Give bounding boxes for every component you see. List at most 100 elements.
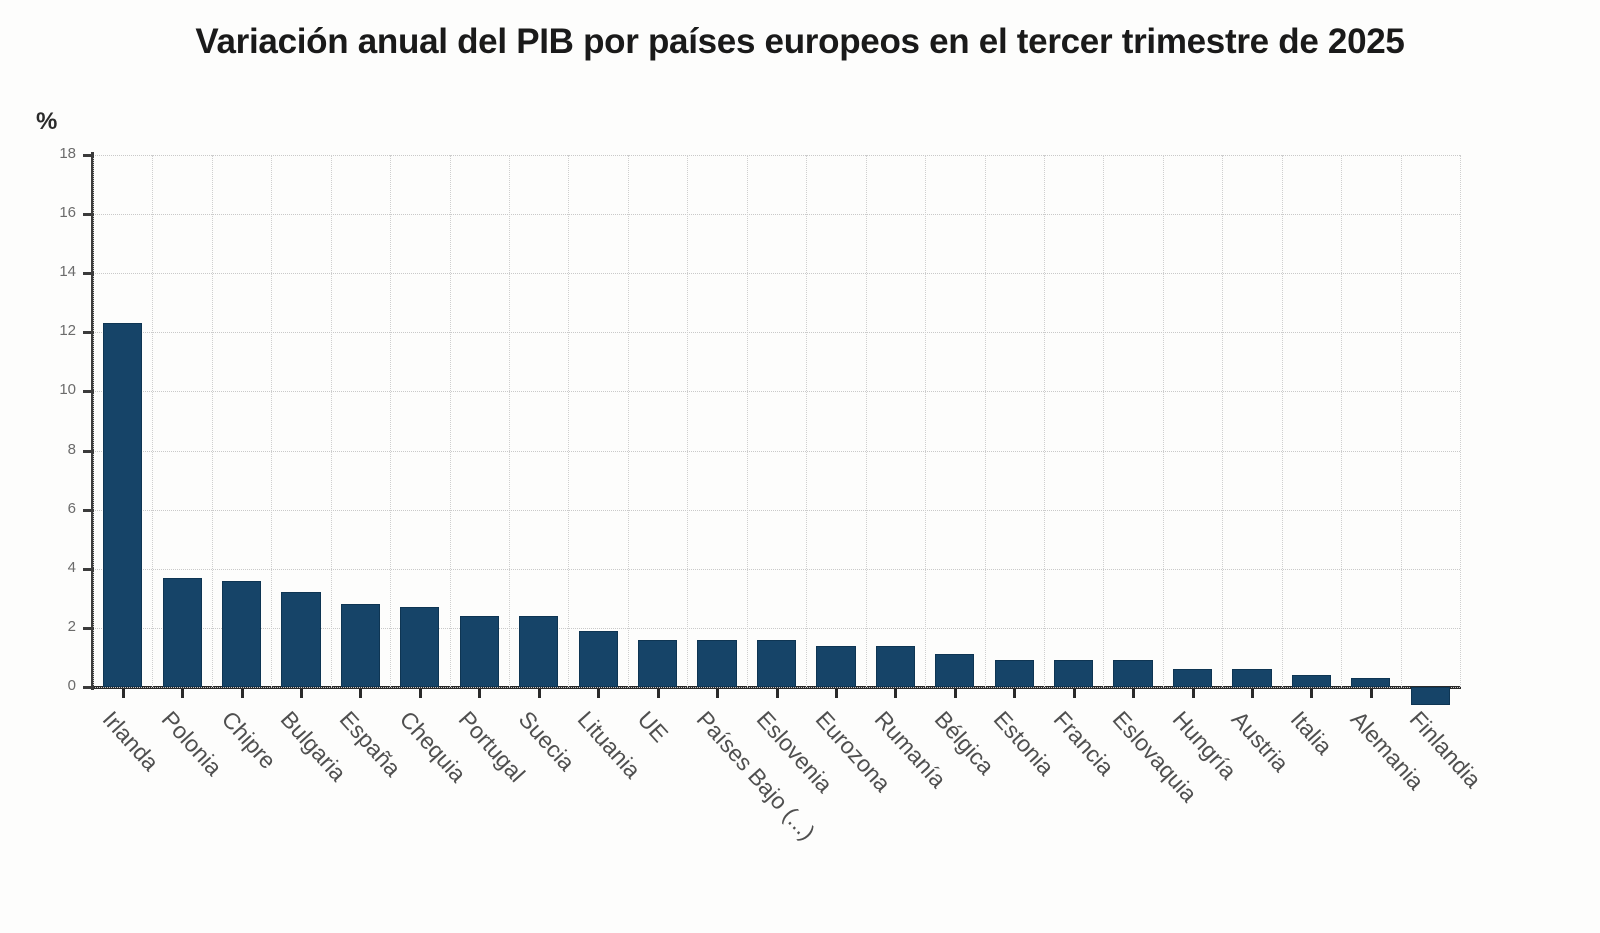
gridline-horizontal [93,214,1460,216]
y-axis-tick-label: 2 [67,617,76,635]
bar[interactable] [1113,660,1153,687]
y-axis-tick-label: 4 [67,558,76,576]
x-axis-tick [775,689,779,698]
x-axis-tick [1369,689,1373,698]
gridline-vertical [271,155,273,687]
x-axis-tick-label: Estonia [988,706,1060,781]
gridline-vertical [1281,155,1283,687]
bar[interactable] [994,660,1034,687]
x-axis-tick-label: Lituania [572,706,647,784]
gridline-horizontal [93,687,1460,688]
gridline-vertical [568,155,570,687]
y-axis-tick [83,213,94,217]
x-axis-tick-label: Polonia [156,706,228,781]
y-axis-tick-label: 12 [59,322,76,340]
bar[interactable] [519,616,559,687]
bar[interactable] [221,580,262,687]
y-axis-tick [83,390,94,394]
bar[interactable] [340,604,381,687]
gridline-vertical [1162,155,1164,687]
bar[interactable] [1351,678,1391,687]
bar[interactable] [1232,669,1272,687]
bar[interactable] [578,630,618,687]
x-axis-tick [1072,689,1076,698]
x-axis-tick [1132,689,1136,698]
bar[interactable] [935,654,975,687]
y-axis-tick [83,331,94,335]
x-axis-tick [300,689,304,698]
page-title: Variación anual del PIB por países europ… [195,22,1405,61]
x-axis-tick [597,689,601,698]
y-axis-tick-label: 0 [67,677,76,694]
gridline-vertical [449,155,451,687]
y-axis-tick-label: 6 [67,499,76,517]
gridline-vertical [1222,155,1224,687]
x-axis-tick [240,689,244,698]
y-axis-tick [83,449,94,453]
gridline-vertical [330,155,332,687]
gridline-vertical [984,155,986,687]
y-axis-tick-label: 16 [59,204,76,222]
x-axis-tick [537,689,541,698]
x-axis-tick [716,689,720,698]
x-axis-tick [656,689,660,698]
gridline-horizontal [93,391,1460,393]
gridline-vertical [509,155,511,687]
x-axis-tick [181,689,185,698]
bar[interactable] [400,607,440,687]
x-axis-tick [418,689,422,698]
gridline-vertical [211,155,213,687]
x-axis-tick [1013,689,1017,698]
bar[interactable] [1172,669,1213,687]
gridline-horizontal [93,450,1460,452]
bar[interactable] [459,616,499,687]
x-axis-tick [359,689,363,698]
y-axis-tick-label: 14 [59,263,76,281]
bar[interactable] [697,639,737,687]
gridline-vertical [1460,155,1461,687]
bar[interactable] [1054,660,1094,687]
x-axis-tick [121,689,125,698]
gridline-vertical [1341,155,1343,687]
plot-area [93,155,1461,688]
gridline-horizontal [93,509,1460,511]
bar[interactable] [638,639,678,687]
bar[interactable] [103,323,143,687]
gridline-vertical [865,155,867,687]
bar[interactable] [162,577,202,687]
gridline-vertical [1400,155,1402,687]
gridline-horizontal [93,332,1460,334]
x-axis-tick [953,689,957,698]
gridline-horizontal [93,155,1460,156]
gridline-vertical [1043,155,1045,687]
y-axis-tick [83,626,94,630]
gridline-horizontal [93,568,1460,570]
x-axis-tick [894,689,898,698]
gridline-horizontal [93,273,1460,275]
x-axis-tick [478,689,482,698]
gridline-horizontal [93,627,1460,629]
gridline-vertical [93,155,94,687]
bar[interactable] [756,639,797,687]
x-axis-tick [834,689,838,698]
bar[interactable] [816,645,856,687]
gridline-vertical [390,155,392,687]
y-axis-tick [83,686,94,689]
x-axis-tick [1191,689,1195,698]
bar[interactable] [1291,675,1332,687]
gridline-vertical [746,155,748,687]
y-axis-unit-label: % [36,108,58,135]
gridline-vertical [627,155,629,687]
bar[interactable] [281,592,321,687]
y-axis-tick [83,508,94,512]
x-axis-tick [1250,689,1254,698]
gridline-vertical [925,155,927,687]
y-axis-tick [83,154,94,157]
x-axis-tick-label: Francia [1048,706,1119,781]
x-axis-tick [1310,689,1314,698]
bar[interactable] [875,645,915,687]
bar[interactable] [1410,687,1450,705]
gridline-vertical [806,155,808,687]
y-axis-tick [83,567,94,571]
